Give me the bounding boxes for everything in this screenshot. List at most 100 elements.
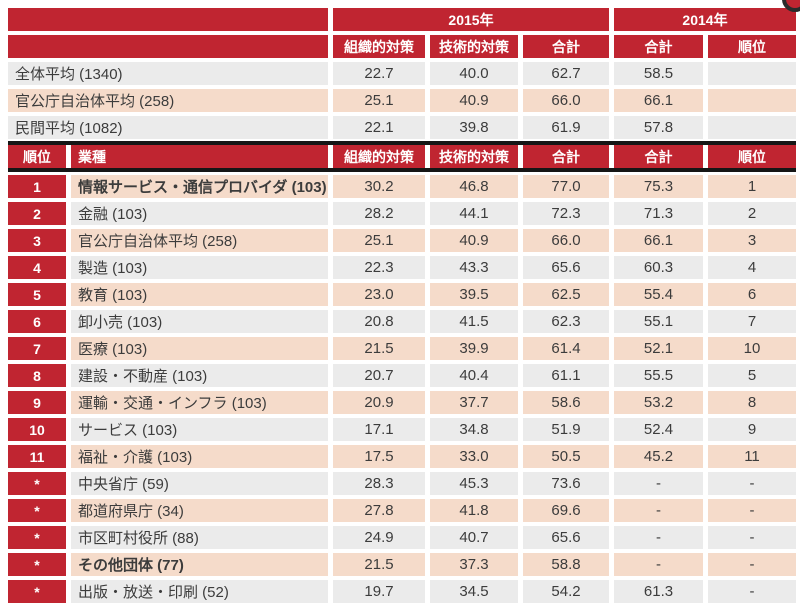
value-cell: 57.8 [614, 116, 703, 139]
industry-row: 1 情報サービス・通信プロバイダ (103) 30.2 46.8 77.0 75.3 1 [8, 175, 796, 198]
value-cell: 43.3 [430, 256, 518, 279]
value-cell: 40.9 [430, 89, 518, 112]
value-cell: 46.8 [430, 175, 518, 198]
value-cell: 20.9 [333, 391, 425, 414]
rank-cell: * [8, 553, 66, 576]
value-cell: 11 [708, 445, 796, 468]
value-cell: - [614, 553, 703, 576]
value-cell: 40.4 [430, 364, 518, 387]
column-header-row: 組織的対策 技術的対策 合計 合計 順位 [8, 35, 796, 58]
value-cell: 62.3 [523, 310, 609, 333]
rank-cell: 6 [8, 310, 66, 333]
industry-name-cell: 福祉・介護 (103) [71, 445, 328, 468]
value-cell: 58.5 [614, 62, 703, 85]
value-cell: 19.7 [333, 580, 425, 603]
value-cell: 60.3 [614, 256, 703, 279]
value-cell: 62.7 [523, 62, 609, 85]
rank-cell: 11 [8, 445, 66, 468]
value-cell: 37.3 [430, 553, 518, 576]
value-cell: 25.1 [333, 229, 425, 252]
value-cell: 61.1 [523, 364, 609, 387]
rank-cell: 9 [8, 391, 66, 414]
industry-row: 6 卸小売 (103) 20.8 41.5 62.3 55.1 7 [8, 310, 796, 333]
value-cell: 40.7 [430, 526, 518, 549]
value-cell: 27.8 [333, 499, 425, 522]
value-cell: 22.3 [333, 256, 425, 279]
value-cell: 77.0 [523, 175, 609, 198]
industry-row: 8 建設・不動産 (103) 20.7 40.4 61.1 55.5 5 [8, 364, 796, 387]
value-cell: 25.1 [333, 89, 425, 112]
industry-name-cell: 中央省庁 (59) [71, 472, 328, 495]
value-cell: 61.4 [523, 337, 609, 360]
value-cell: 39.5 [430, 283, 518, 306]
value-cell: 28.2 [333, 202, 425, 225]
total-2015-header: 合計 [523, 145, 609, 168]
value-cell: 39.8 [430, 116, 518, 139]
industry-name-cell: 運輸・交通・インフラ (103) [71, 391, 328, 414]
value-cell: 52.4 [614, 418, 703, 441]
industry-name-cell: その他団体 (77) [71, 553, 328, 576]
org-measures-header: 組織的対策 [333, 35, 425, 58]
summary-row: 官公庁自治体平均 (258) 25.1 40.9 66.0 66.1 [8, 89, 796, 112]
total-2014-header: 合計 [614, 145, 703, 168]
industry-name-cell: 出版・放送・印刷 (52) [71, 580, 328, 603]
rank-cell: * [8, 499, 66, 522]
industry-name-cell: 市区町村役所 (88) [71, 526, 328, 549]
blank-header-cell [8, 35, 328, 58]
value-cell: 9 [708, 418, 796, 441]
value-cell: 28.3 [333, 472, 425, 495]
value-cell: 45.3 [430, 472, 518, 495]
value-cell: - [614, 472, 703, 495]
industry-name-cell: 情報サービス・通信プロバイダ (103) [71, 175, 328, 198]
industry-name-cell: 官公庁自治体平均 (258) [71, 229, 328, 252]
summary-section: 全体平均 (1340) 22.7 40.0 62.7 58.5 官公庁自治体平均 (258… [8, 62, 796, 139]
industry-row: * 都道府県庁 (34) 27.8 41.8 69.6- - [8, 499, 796, 522]
industry-row: 3 官公庁自治体平均 (258) 25.1 40.9 66.0 66.1 3 [8, 229, 796, 252]
value-cell: 23.0 [333, 283, 425, 306]
value-cell: 66.0 [523, 89, 609, 112]
value-cell: - [708, 580, 796, 603]
value-cell: 39.9 [430, 337, 518, 360]
value-cell: 73.6 [523, 472, 609, 495]
industry-name-cell: 卸小売 (103) [71, 310, 328, 333]
year-header-row: 2015年 2014年 [8, 8, 796, 31]
value-cell: 41.5 [430, 310, 518, 333]
industry-row: 4 製造 (103) 22.3 43.3 65.6 60.3 4 [8, 256, 796, 279]
rank-2014-header: 順位 [708, 145, 796, 168]
year-2015-header: 2015年 [333, 8, 609, 31]
rank-2014-cell [708, 116, 796, 139]
summary-label: 官公庁自治体平均 (258) [8, 89, 328, 112]
total-2014-header: 合計 [614, 35, 703, 58]
value-cell: 4 [708, 256, 796, 279]
industry-name-cell: サービス (103) [71, 418, 328, 441]
tech-measures-header: 技術的対策 [430, 145, 518, 168]
value-cell: 66.1 [614, 229, 703, 252]
industry-header: 業種 [71, 145, 328, 168]
industry-row: * その他団体 (77) 21.5 37.3 58.8- - [8, 553, 796, 576]
blank-header-cell [8, 8, 328, 31]
value-cell: 1 [708, 175, 796, 198]
section-divider [8, 168, 796, 172]
rank-cell: 2 [8, 202, 66, 225]
value-cell: - [614, 499, 703, 522]
value-cell: 50.5 [523, 445, 609, 468]
section-divider [8, 141, 796, 145]
value-cell: 5 [708, 364, 796, 387]
industry-name-cell: 製造 (103) [71, 256, 328, 279]
industry-row: 10 サービス (103) 17.1 34.8 51.9 52.4 9 [8, 418, 796, 441]
value-cell: 58.8 [523, 553, 609, 576]
value-cell: 34.8 [430, 418, 518, 441]
value-cell: 30.2 [333, 175, 425, 198]
value-cell: 51.9 [523, 418, 609, 441]
value-cell: 40.9 [430, 229, 518, 252]
rank-2014-cell [708, 62, 796, 85]
summary-row: 民間平均 (1082) 22.1 39.8 61.9 57.8 [8, 116, 796, 139]
value-cell: 58.6 [523, 391, 609, 414]
value-cell: - [708, 472, 796, 495]
industry-name-cell: 都道府県庁 (34) [71, 499, 328, 522]
industry-name-cell: 医療 (103) [71, 337, 328, 360]
industry-row: 7 医療 (103) 21.5 39.9 61.4 52.1 10 [8, 337, 796, 360]
value-cell: 66.0 [523, 229, 609, 252]
value-cell: 72.3 [523, 202, 609, 225]
value-cell: 20.8 [333, 310, 425, 333]
